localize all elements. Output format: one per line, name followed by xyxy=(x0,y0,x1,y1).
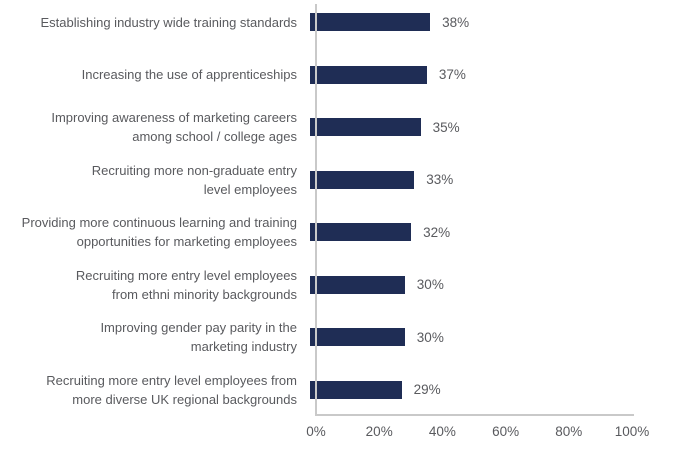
category-label: Recruiting more entry level employees fr… xyxy=(46,372,297,407)
bar-zone: 30% xyxy=(308,259,688,312)
bar-zone: 32% xyxy=(308,206,688,259)
bar-rows-container: Establishing industry wide training stan… xyxy=(0,0,688,417)
category-label: Recruiting more non-graduate entry level … xyxy=(91,162,297,197)
bar-row: Improving awareness of marketing careers… xyxy=(0,101,688,154)
category-label: Improving gender pay parity in the market… xyxy=(100,320,297,355)
category-label: Establishing industry wide training stan… xyxy=(40,14,297,30)
x-axis-tick-label: 100% xyxy=(614,424,650,439)
y-axis-line xyxy=(315,4,317,415)
x-axis-line xyxy=(315,414,634,416)
bar-zone: 35% xyxy=(308,101,688,154)
x-axis-tick-label: 60% xyxy=(492,424,520,439)
value-label: 38% xyxy=(442,14,470,30)
bar xyxy=(310,328,405,347)
value-label: 37% xyxy=(438,67,466,83)
x-axis-tick-label: 80% xyxy=(555,424,583,439)
x-axis-tick-label: 0% xyxy=(306,424,326,439)
bar-row: Recruiting more entry level employees fro… xyxy=(0,259,688,312)
value-label: 29% xyxy=(413,382,441,398)
category-label: Recruiting more entry level employees fro… xyxy=(75,267,297,302)
value-label: 33% xyxy=(426,172,454,188)
bar xyxy=(310,65,427,84)
bar-zone: 30% xyxy=(308,311,688,364)
value-label: 35% xyxy=(432,119,460,135)
bar xyxy=(310,118,421,137)
value-label: 30% xyxy=(416,277,444,293)
bar xyxy=(310,380,402,399)
category-label: Increasing the use of apprenticeships xyxy=(81,67,297,83)
x-axis-tick-label: 40% xyxy=(428,424,456,439)
bar-zone: 33% xyxy=(308,154,688,207)
category-label: Providing more continuous learning and t… xyxy=(21,215,297,250)
x-axis-tick-labels: 0% 20% 40% 60% 80% 100% xyxy=(0,424,688,444)
bar-row: Increasing the use of apprenticeships 37% xyxy=(0,49,688,102)
bar-row: Providing more continuous learning and t… xyxy=(0,206,688,259)
bar xyxy=(310,275,405,294)
bar xyxy=(310,13,431,32)
category-label: Improving awareness of marketing careers… xyxy=(51,110,297,145)
bar-row: Recruiting more entry level employees fr… xyxy=(0,364,688,417)
bar xyxy=(310,170,415,189)
value-label: 30% xyxy=(416,329,444,345)
bar-row: Improving gender pay parity in the market… xyxy=(0,311,688,364)
value-label: 32% xyxy=(423,224,451,240)
bar-zone: 37% xyxy=(308,49,688,102)
bar-zone: 38% xyxy=(308,0,688,49)
bar-row: Recruiting more non-graduate entry level … xyxy=(0,154,688,207)
bar-row: Establishing industry wide training stan… xyxy=(0,0,688,49)
bar xyxy=(310,223,412,242)
bar-zone: 29% xyxy=(308,364,688,417)
x-axis-tick-label: 20% xyxy=(365,424,393,439)
